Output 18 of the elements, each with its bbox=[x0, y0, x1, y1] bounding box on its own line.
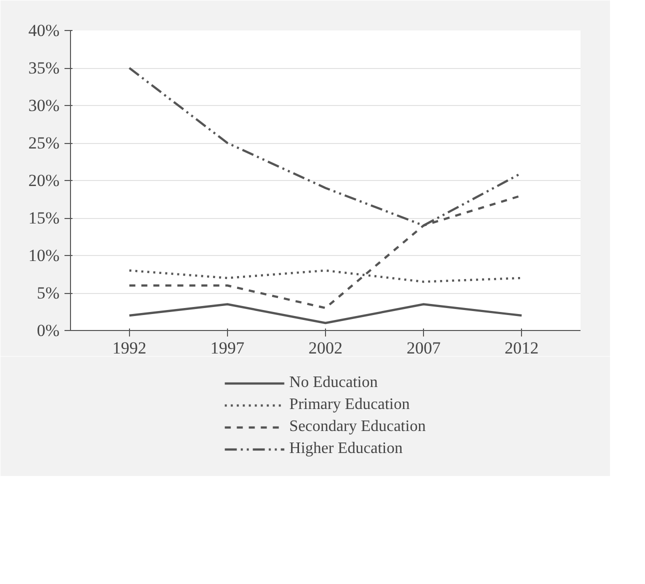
y-tick-label: 0% bbox=[36, 321, 60, 340]
y-tick-label: 5% bbox=[36, 284, 60, 302]
y-tick-label: 25% bbox=[28, 134, 60, 152]
y-tick-label: 30% bbox=[28, 96, 60, 115]
legend-label: No Education bbox=[289, 374, 378, 392]
x-tick-label: 2012 bbox=[504, 338, 539, 358]
legend-label: Primary Education bbox=[289, 396, 410, 414]
x-tick-label: 1997 bbox=[210, 338, 245, 358]
x-tick-label: 1992 bbox=[112, 338, 146, 358]
legend-label: Secondary Education bbox=[289, 418, 426, 436]
y-tick-label: 15% bbox=[28, 208, 60, 228]
x-tick-label: 2007 bbox=[406, 338, 442, 358]
y-tick-label: 40% bbox=[28, 21, 60, 40]
y-tick-label: 10% bbox=[28, 246, 60, 265]
x-tick-label: 2002 bbox=[308, 338, 342, 358]
y-tick-label: 20% bbox=[28, 171, 60, 190]
y-tick-label: 35% bbox=[28, 58, 60, 78]
legend-label: Higher Education bbox=[289, 440, 403, 458]
